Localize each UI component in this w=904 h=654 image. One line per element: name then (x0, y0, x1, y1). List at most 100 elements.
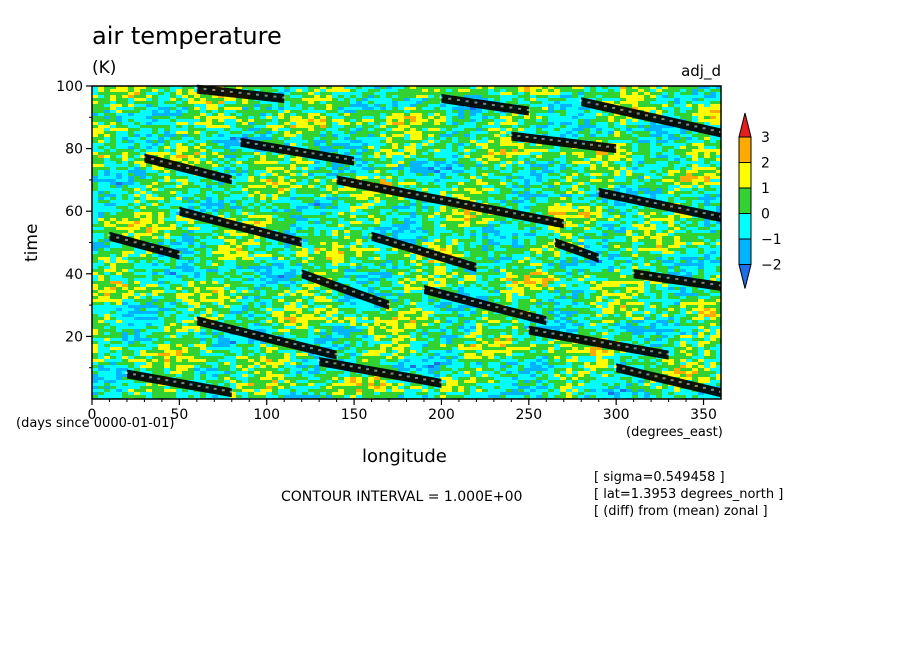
field-cell (470, 149, 476, 152)
field-cell (404, 161, 410, 164)
field-cell (182, 176, 188, 179)
field-cell (452, 188, 458, 191)
field-cell (230, 143, 236, 146)
field-cell (440, 146, 446, 149)
field-cell (338, 137, 344, 140)
field-cell (674, 98, 680, 101)
field-cell (296, 122, 302, 125)
field-cell (668, 113, 674, 116)
field-cell (254, 191, 260, 194)
field-cell (260, 182, 266, 185)
field-cell (554, 188, 560, 191)
field-cell (188, 113, 194, 116)
field-cell (662, 137, 668, 140)
field-cell (626, 131, 632, 134)
field-cell (236, 128, 242, 131)
field-cell (686, 98, 692, 101)
field-cell (638, 107, 644, 110)
field-cell (176, 194, 182, 197)
field-cell (362, 95, 368, 98)
field-cell (674, 173, 680, 176)
field-cell (704, 113, 710, 116)
field-cell (128, 203, 134, 206)
field-cell (584, 188, 590, 191)
field-cell (416, 107, 422, 110)
field-cell (620, 146, 626, 149)
field-cell (206, 149, 212, 152)
field-cell (206, 122, 212, 125)
field-cell (170, 182, 176, 185)
field-cell (272, 197, 278, 200)
field-cell (242, 161, 248, 164)
field-cell (296, 221, 302, 224)
field-cell (572, 107, 578, 110)
field-cell (392, 89, 398, 92)
field-cell (470, 107, 476, 110)
field-cell (170, 158, 176, 161)
field-cell (674, 107, 680, 110)
field-cell (326, 137, 332, 140)
field-cell (440, 140, 446, 143)
field-cell (380, 98, 386, 101)
field-cell (494, 140, 500, 143)
field-cell (608, 224, 614, 227)
field-cell (182, 110, 188, 113)
field-cell (128, 140, 134, 143)
field-cell (212, 146, 218, 149)
field-cell (578, 161, 584, 164)
field-cell (710, 113, 716, 116)
field-cell (314, 200, 320, 203)
field-cell (146, 173, 152, 176)
field-cell (458, 131, 464, 134)
field-cell (524, 194, 530, 197)
field-cell (338, 170, 344, 173)
field-cell (524, 170, 530, 173)
field-cell (602, 155, 608, 158)
field-cell (650, 134, 656, 137)
field-cell (494, 224, 500, 227)
field-cell (530, 152, 536, 155)
field-cell (680, 221, 686, 224)
field-cell (380, 224, 386, 227)
field-cell (554, 176, 560, 179)
field-cell (650, 146, 656, 149)
field-cell (314, 221, 320, 224)
field-cell (482, 218, 488, 221)
field-cell (428, 188, 434, 191)
field-cell (650, 104, 656, 107)
field-cell (92, 194, 98, 197)
field-cell (128, 89, 134, 92)
field-cell (398, 95, 404, 98)
field-cell (320, 146, 326, 149)
field-cell (140, 197, 146, 200)
field-cell (656, 146, 662, 149)
field-cell (560, 92, 566, 95)
field-cell (698, 224, 704, 227)
field-cell (188, 155, 194, 158)
field-cell (218, 134, 224, 137)
field-cell (620, 170, 626, 173)
field-cell (326, 110, 332, 113)
field-cell (98, 101, 104, 104)
field-cell (122, 113, 128, 116)
field-cell (380, 101, 386, 104)
field-cell (200, 98, 206, 101)
field-cell (122, 158, 128, 161)
field-cell (128, 110, 134, 113)
field-cell (116, 116, 122, 119)
field-cell (716, 206, 721, 209)
field-cell (392, 104, 398, 107)
field-cell (692, 185, 698, 188)
field-cell (158, 125, 164, 128)
field-cell (656, 194, 662, 197)
field-cell (638, 155, 644, 158)
field-cell (428, 224, 434, 227)
field-cell (434, 161, 440, 164)
field-cell (596, 86, 602, 89)
field-cell (296, 209, 302, 212)
field-cell (194, 158, 200, 161)
field-cell (128, 170, 134, 173)
field-cell (644, 89, 650, 92)
field-cell (386, 92, 392, 95)
field-cell (530, 98, 536, 101)
